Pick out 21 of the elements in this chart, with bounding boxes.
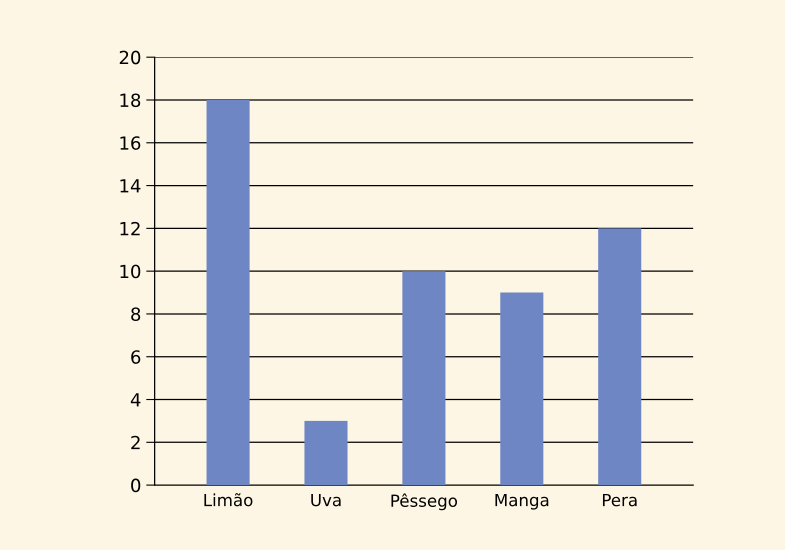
bar [598, 228, 642, 486]
y-tick-label: 4 [130, 393, 140, 406]
x-tick-label: Pera [602, 494, 637, 506]
bar [402, 271, 446, 486]
y-tick-label: 6 [131, 350, 140, 364]
y-tick-label: 10 [120, 264, 140, 278]
y-tick-label: 0 [131, 478, 140, 492]
x-tick-label: Manga [495, 494, 548, 510]
x-tick-label: Limão [204, 493, 252, 506]
y-tick-label: 14 [120, 179, 140, 192]
y-tick-label: 8 [131, 307, 140, 322]
bar [206, 100, 250, 486]
y-tick-label: 2 [131, 436, 140, 450]
y-tick-label: 18 [120, 93, 140, 108]
y-tick-label: 16 [120, 136, 140, 150]
y-tick-label: 12 [120, 222, 140, 236]
y-tick-label: 20 [120, 50, 140, 64]
x-tick-label: Uva [311, 494, 341, 506]
bar [304, 420, 348, 486]
x-tick-label: Pêssego [391, 493, 458, 510]
bar [500, 292, 544, 486]
